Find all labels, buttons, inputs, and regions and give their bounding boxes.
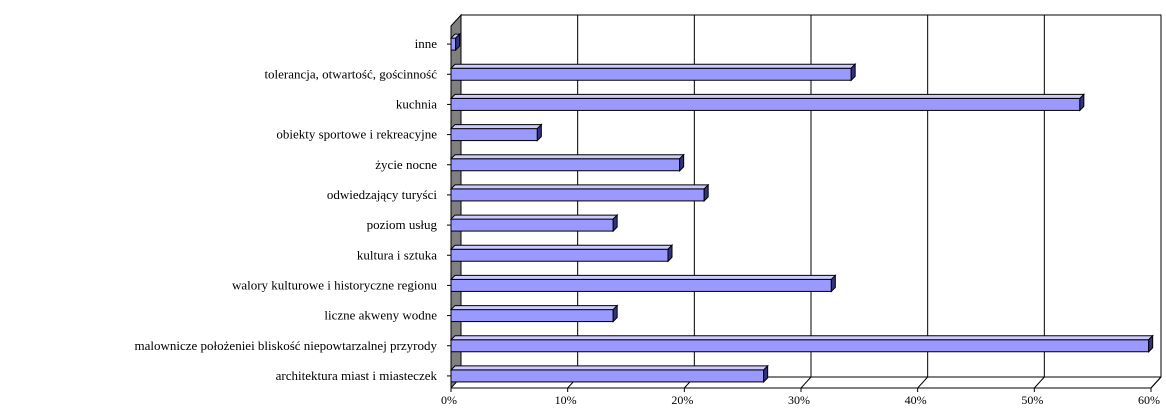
category-label: tolerancja, otwartość, gościnność bbox=[264, 66, 437, 81]
bar-front bbox=[450, 339, 1150, 353]
bar-top bbox=[449, 93, 1086, 99]
bar-side bbox=[612, 304, 618, 323]
bar-top bbox=[449, 274, 837, 280]
category-label: inne bbox=[415, 36, 438, 51]
bar-side bbox=[763, 364, 769, 384]
bar-top bbox=[449, 305, 619, 311]
bar-front bbox=[450, 309, 614, 323]
gridline-floor bbox=[800, 376, 812, 389]
x-tick-label: 20% bbox=[671, 393, 693, 407]
bar-front bbox=[450, 67, 852, 81]
bar-top bbox=[449, 63, 857, 69]
category-label: poziom usług bbox=[367, 217, 438, 232]
category-label: obiekty sportowe i rekreacyjne bbox=[276, 127, 437, 142]
bar-side bbox=[455, 32, 461, 52]
bar-front bbox=[450, 218, 614, 232]
bar-front bbox=[450, 188, 705, 202]
category-label: malownicze położeniei bliskość niepowtar… bbox=[134, 338, 437, 353]
bar-side bbox=[703, 183, 709, 203]
bar-front bbox=[450, 37, 457, 51]
category-label: życie nocne bbox=[375, 157, 437, 172]
x-tick-labels: 0% 10% 20% 30% 40% 50% 60% bbox=[441, 393, 1160, 407]
gridline-floor bbox=[1033, 376, 1045, 389]
x-tick-label: 30% bbox=[788, 393, 810, 407]
category-label: kultura i sztuka bbox=[357, 247, 437, 262]
bar-side bbox=[1148, 334, 1154, 353]
gridline-floor bbox=[917, 376, 929, 389]
bar-side bbox=[850, 63, 856, 82]
x-tick-label: 10% bbox=[555, 393, 577, 407]
bar-side bbox=[1079, 93, 1085, 112]
x-tick-label: 40% bbox=[905, 393, 927, 407]
bar-side bbox=[830, 274, 836, 293]
bar-top bbox=[449, 184, 710, 190]
category-label: kuchnia bbox=[396, 96, 437, 111]
bar-top bbox=[449, 154, 685, 160]
bar-top bbox=[449, 244, 674, 250]
bar-side bbox=[536, 123, 542, 142]
category-label: odwiedzający turyści bbox=[327, 187, 437, 202]
category-label: walory kulturowe i historyczne regionu bbox=[232, 277, 438, 292]
bar-front bbox=[450, 158, 681, 172]
x-tick-label: 0% bbox=[441, 393, 457, 407]
category-labels: inne tolerancja, otwartość, gościnność kuc… bbox=[134, 36, 451, 383]
bar-top bbox=[449, 124, 543, 130]
bar-front bbox=[450, 369, 765, 383]
bar-front bbox=[450, 97, 1081, 111]
bar-top bbox=[449, 365, 769, 371]
bar-side bbox=[667, 244, 673, 263]
bar-side bbox=[612, 213, 618, 233]
bars bbox=[449, 32, 1154, 384]
gridline-floor bbox=[1150, 376, 1162, 389]
x-tick-label: 60% bbox=[1138, 393, 1160, 407]
bar-front bbox=[450, 248, 669, 262]
bar-front bbox=[450, 278, 832, 292]
category-label: liczne akweny wodne bbox=[324, 308, 437, 323]
x-tick-label: 50% bbox=[1021, 393, 1043, 407]
category-label: architektura miast i miasteczek bbox=[276, 368, 438, 383]
bar-side bbox=[679, 153, 685, 172]
bar-front bbox=[450, 128, 538, 142]
bar-top bbox=[449, 214, 619, 220]
bar-top bbox=[449, 335, 1154, 341]
